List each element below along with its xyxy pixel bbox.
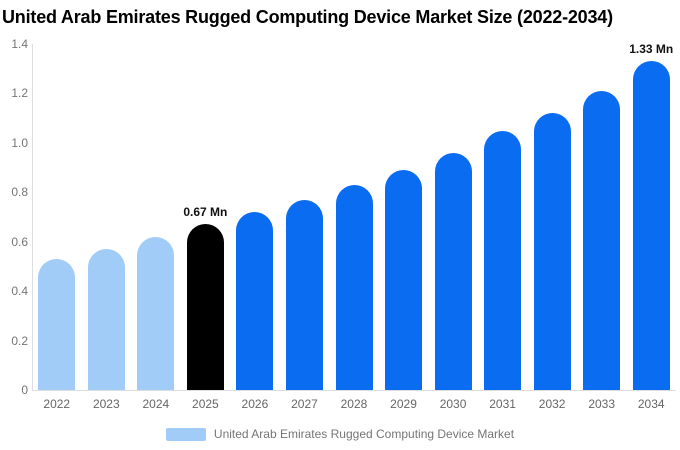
legend[interactable]: United Arab Emirates Rugged Computing De… — [0, 425, 680, 443]
y-axis-line — [32, 44, 33, 390]
annotation-2034: 1.33 Mn — [629, 42, 674, 57]
y-tick-label-0.8: 0.8 — [11, 185, 28, 200]
x-tick-label-2026: 2026 — [241, 397, 269, 411]
bar-2025[interactable] — [186, 224, 224, 390]
bar-2030[interactable] — [434, 152, 472, 390]
y-tick-label-0.6: 0.6 — [11, 234, 28, 249]
x-tick-label-2025: 2025 — [192, 397, 219, 411]
x-tick-label-2024: 2024 — [142, 397, 170, 411]
bar-2033[interactable] — [583, 90, 621, 390]
bar-2027[interactable] — [285, 199, 323, 390]
x-axis-line — [32, 390, 676, 391]
y-tick-label-0.4: 0.4 — [11, 284, 28, 299]
x-tick-label-2031: 2031 — [489, 397, 516, 411]
x-tick-label-2030: 2030 — [439, 397, 467, 411]
bar-2022[interactable] — [38, 259, 76, 390]
y-tick-label-1.0: 1.0 — [11, 135, 28, 150]
x-tick-label-2023: 2023 — [92, 397, 120, 411]
bar-2032[interactable] — [533, 113, 571, 390]
legend-label: United Arab Emirates Rugged Computing De… — [213, 427, 515, 441]
y-tick-label-0.2: 0.2 — [11, 333, 28, 348]
legend-swatch — [165, 427, 206, 441]
x-tick-label-2027: 2027 — [291, 397, 318, 411]
x-tick-label-2032: 2032 — [538, 397, 566, 411]
bar-2029[interactable] — [385, 170, 423, 390]
bar-2026[interactable] — [236, 212, 274, 390]
bar-2028[interactable] — [335, 184, 373, 390]
x-tick-label-2022: 2022 — [43, 397, 71, 411]
y-tick-label-0: 0 — [21, 383, 28, 397]
x-tick-label-2029: 2029 — [390, 397, 417, 411]
bar-2031[interactable] — [484, 130, 522, 390]
annotation-2025: 0.67 Mn — [183, 205, 228, 220]
chart-title: United Arab Emirates Rugged Computing De… — [2, 7, 613, 27]
y-tick-label-1.4: 1.4 — [11, 37, 28, 51]
bar-2024[interactable] — [137, 236, 175, 390]
y-tick-label-1.2: 1.2 — [11, 86, 28, 101]
bar-2023[interactable] — [87, 249, 125, 390]
x-tick-label-2033: 2033 — [588, 397, 616, 411]
bar-2034[interactable] — [632, 61, 670, 390]
x-tick-label-2028: 2028 — [340, 397, 368, 411]
x-tick-label-2034: 2034 — [637, 397, 665, 411]
